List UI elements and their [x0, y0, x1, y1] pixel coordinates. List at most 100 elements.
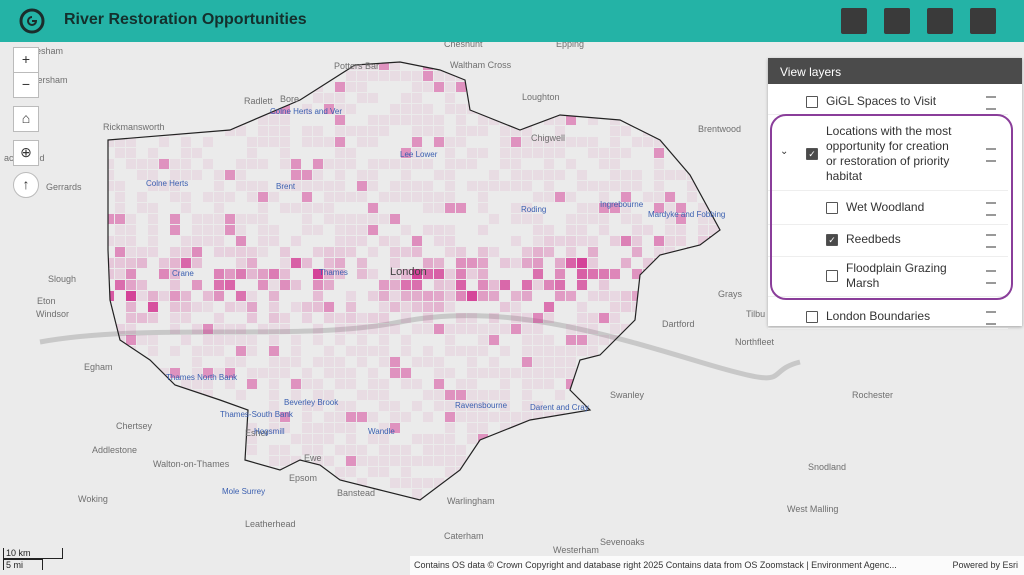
habitat-cell	[313, 126, 323, 136]
checkbox[interactable]	[806, 311, 818, 323]
habitat-cell	[115, 324, 125, 334]
habitat-cell	[621, 71, 631, 81]
habitat-cell	[170, 258, 180, 268]
habitat-cell	[687, 104, 697, 114]
habitat-cell	[115, 62, 125, 70]
layer-row[interactable]: London Boundaries	[768, 306, 1008, 329]
habitat-cell	[522, 181, 532, 191]
habitat-cell	[511, 62, 521, 70]
habitat-cell	[258, 225, 268, 235]
habitat-cell	[368, 379, 378, 389]
habitat-cell	[126, 302, 136, 312]
habitat-cell	[533, 500, 543, 510]
layer-row[interactable]: ✓ Locations with the most opportunity for…	[768, 118, 1008, 191]
home-button[interactable]: ⌂	[13, 106, 39, 132]
habitat-cell	[225, 82, 235, 92]
layer-row[interactable]: Wet Woodland	[768, 192, 1008, 225]
habitat-cell	[346, 346, 356, 356]
habitat-cell	[500, 445, 510, 455]
habitat-cell	[159, 500, 169, 510]
habitat-cell	[544, 71, 554, 81]
habitat-cell	[687, 412, 697, 422]
legend-button[interactable]	[986, 148, 996, 162]
zoom-out[interactable]: −	[13, 72, 39, 98]
habitat-cell	[511, 467, 521, 477]
habitat-cell	[709, 137, 719, 147]
layer-row[interactable]: Floodplain Grazing Marsh	[768, 256, 1008, 297]
compass[interactable]: ↑	[13, 172, 39, 198]
habitat-cell	[720, 467, 730, 477]
legend-button[interactable]	[986, 96, 996, 110]
habitat-cell	[698, 93, 708, 103]
habitat-cell	[379, 390, 389, 400]
info-button[interactable]	[970, 8, 996, 34]
habitat-cell	[588, 148, 598, 158]
habitat-cell	[390, 280, 400, 290]
locate-button[interactable]: ⊕	[13, 140, 39, 166]
habitat-cell	[709, 148, 719, 158]
place-label: Eton	[37, 296, 56, 306]
habitat-cell	[390, 302, 400, 312]
habitat-cell	[368, 71, 378, 81]
checkbox[interactable]	[826, 202, 838, 214]
layer-row[interactable]: ✓ Reedbeds	[768, 224, 1008, 257]
habitat-cell	[313, 93, 323, 103]
layer-row[interactable]: GiGL Spaces to Visit	[768, 90, 1008, 115]
legend-button[interactable]	[986, 311, 996, 325]
habitat-cell	[709, 313, 719, 323]
place-label: Caterham	[444, 531, 484, 541]
habitat-cell	[401, 269, 411, 279]
habitat-cell	[709, 335, 719, 345]
habitat-cell	[280, 368, 290, 378]
place-label: Rochester	[852, 390, 893, 400]
habitat-cell	[225, 225, 235, 235]
habitat-cell	[280, 203, 290, 213]
checkbox[interactable]	[806, 96, 818, 108]
habitat-cell	[511, 291, 521, 301]
habitat-cell	[566, 236, 576, 246]
habitat-cell	[401, 335, 411, 345]
habitat-cell	[621, 170, 631, 180]
habitat-cell	[555, 412, 565, 422]
habitat-cell	[445, 269, 455, 279]
habitat-cell	[610, 236, 620, 246]
filter-button[interactable]	[884, 8, 910, 34]
habitat-cell	[577, 324, 587, 334]
legend-button[interactable]	[986, 234, 996, 248]
habitat-cell	[610, 291, 620, 301]
habitat-cell	[511, 412, 521, 422]
legend-button[interactable]	[986, 270, 996, 284]
zoom-in[interactable]: +	[13, 47, 39, 73]
checkbox[interactable]: ✓	[826, 234, 838, 246]
filter-button[interactable]	[927, 8, 953, 34]
habitat-cell	[511, 148, 521, 158]
checkbox[interactable]	[826, 270, 838, 282]
layers-button[interactable]	[841, 8, 867, 34]
habitat-cell	[258, 247, 268, 257]
layer-label: Wet Woodland	[846, 200, 925, 214]
habitat-cell	[335, 225, 345, 235]
habitat-cell	[577, 104, 587, 114]
habitat-cell	[720, 82, 730, 92]
habitat-cell	[654, 159, 664, 169]
habitat-cell	[214, 368, 224, 378]
habitat-cell	[566, 137, 576, 147]
habitat-cell	[588, 423, 598, 433]
expand-toggle[interactable]: ⌄	[780, 146, 789, 157]
habitat-cell	[192, 247, 202, 257]
habitat-cell	[610, 324, 620, 334]
habitat-cell	[478, 82, 488, 92]
habitat-cell	[588, 379, 598, 389]
habitat-cell	[599, 214, 609, 224]
scale-mi: 5 mi	[3, 559, 43, 570]
habitat-cell	[126, 247, 136, 257]
habitat-cell	[467, 82, 477, 92]
habitat-cell	[313, 280, 323, 290]
habitat-cell	[478, 258, 488, 268]
habitat-cell	[159, 412, 169, 422]
habitat-cell	[247, 346, 257, 356]
legend-button[interactable]	[986, 202, 996, 216]
checkbox[interactable]: ✓	[806, 148, 818, 160]
habitat-cell	[390, 115, 400, 125]
habitat-cell	[225, 247, 235, 257]
